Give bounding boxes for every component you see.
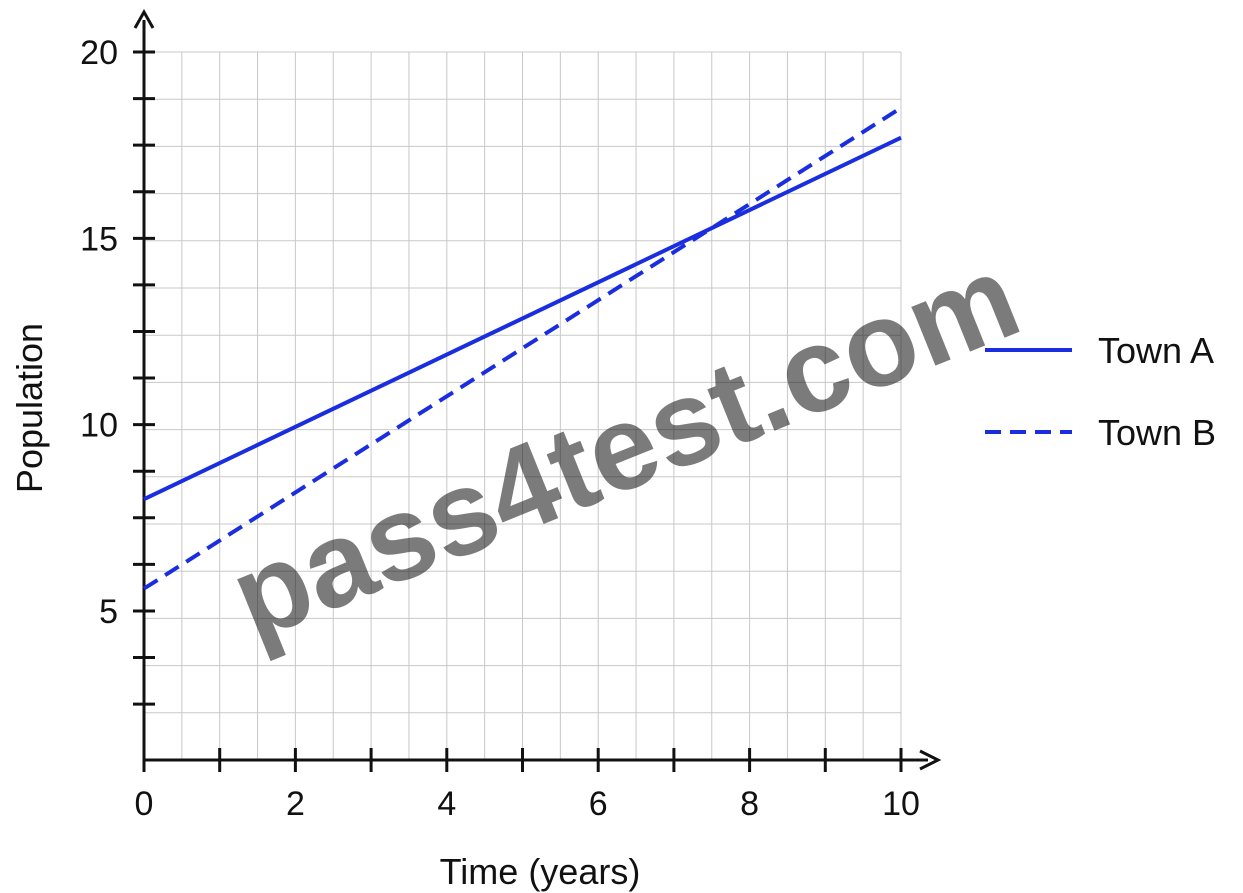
y-tick-label: 5 (99, 593, 118, 631)
y-axis-title: Population (9, 323, 50, 493)
y-axis-arrow (133, 8, 155, 29)
axes (133, 8, 942, 771)
ticks: 0 2 4 6 8 10 5 10 15 20 (80, 34, 920, 823)
legend-label-town-b: Town B (1098, 412, 1216, 453)
x-tick-label: 4 (437, 785, 456, 823)
grid (144, 51, 902, 760)
series-lines (142, 106, 903, 591)
x-tick-label: 0 (135, 785, 154, 823)
x-tick-label: 6 (589, 785, 608, 823)
x-tick-label: 8 (740, 785, 759, 823)
y-tick-label: 10 (80, 407, 118, 445)
x-tick-label: 2 (286, 785, 305, 823)
watermark: pass4test.com (213, 229, 1036, 666)
x-axis-title: Time (years) (440, 851, 641, 892)
series-line-town-a (143, 135, 902, 501)
y-tick-label: 15 (80, 220, 118, 258)
x-tick-label: 10 (882, 785, 920, 823)
y-tick-label: 20 (80, 34, 118, 72)
x-axis-arrow (919, 749, 942, 771)
legend-label-town-a: Town A (1098, 330, 1214, 371)
legend: Town A Town B (985, 330, 1216, 453)
